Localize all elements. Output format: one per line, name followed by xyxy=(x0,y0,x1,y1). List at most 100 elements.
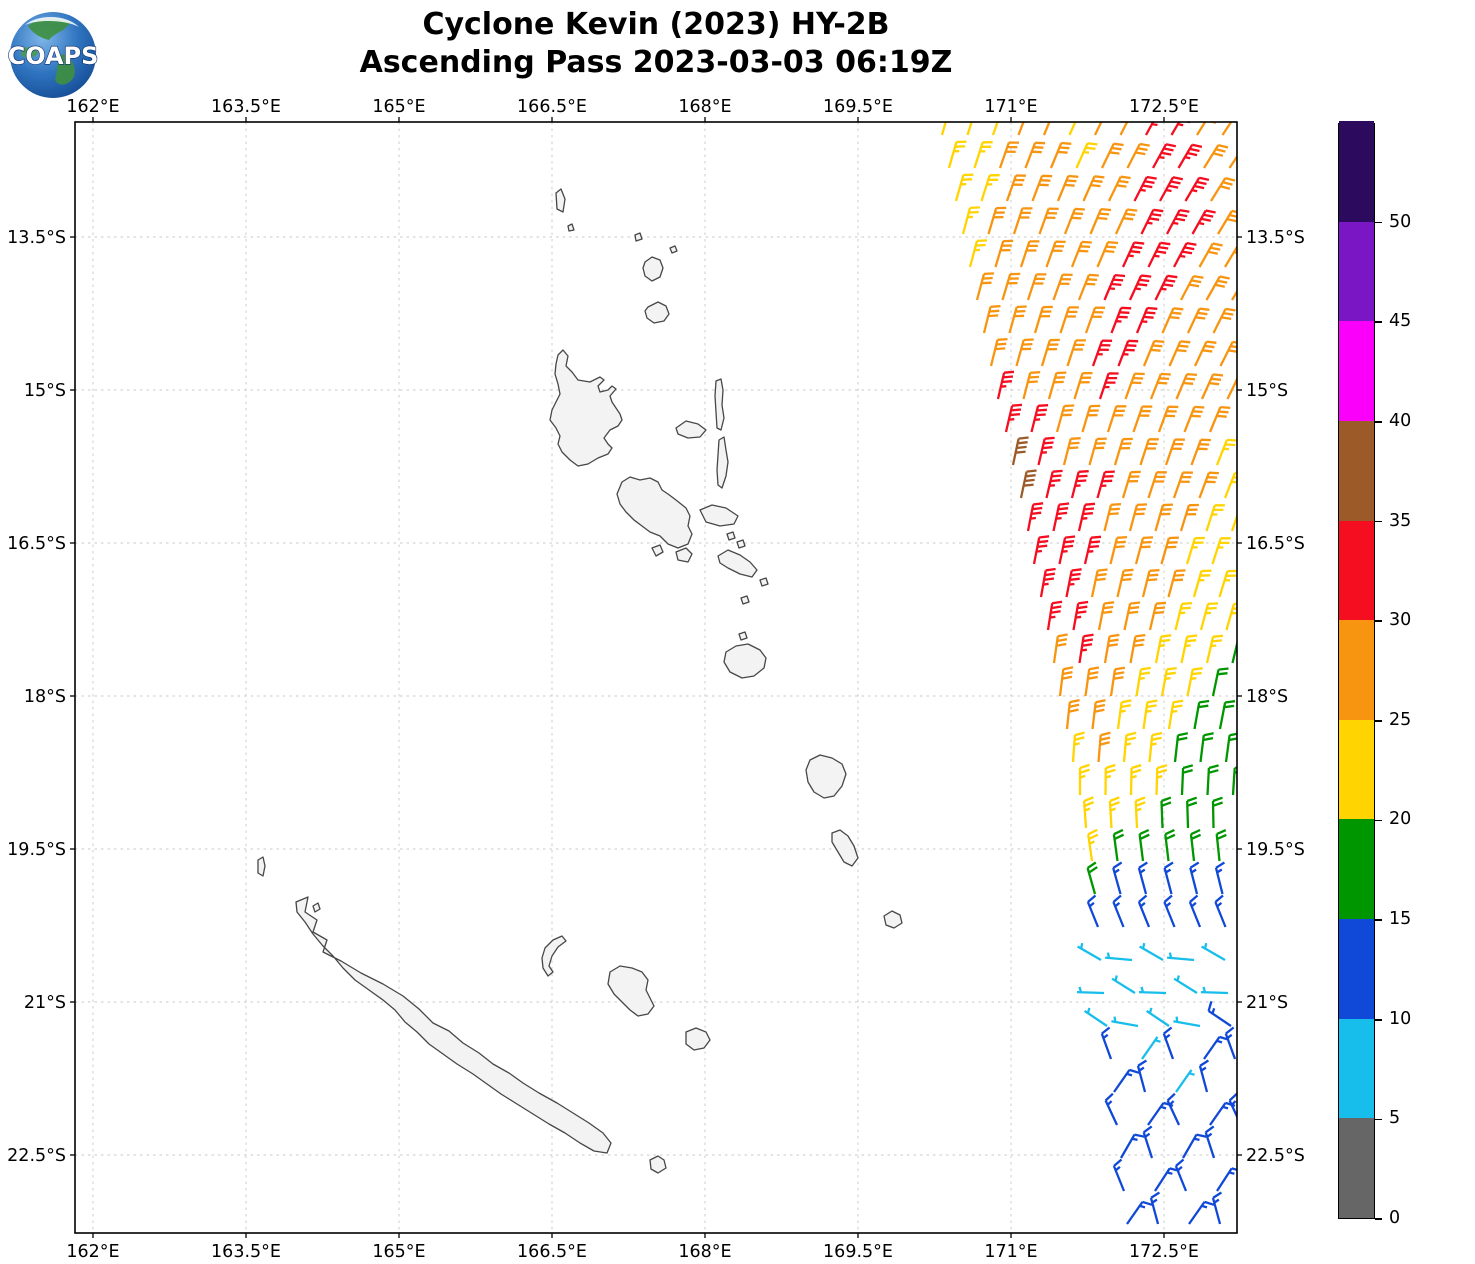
wind-barb xyxy=(1228,154,1237,169)
island-lopevi xyxy=(736,539,746,549)
wind-barb xyxy=(1173,732,1189,763)
island-malakula xyxy=(616,476,693,549)
island-shepherd-islet-2 xyxy=(740,595,750,605)
wind-barb xyxy=(1071,731,1085,763)
axis-tick-label-right: 18°S xyxy=(1246,687,1288,707)
island-banks-islet-2 xyxy=(634,232,643,242)
wind-barb xyxy=(1205,634,1224,664)
wind-barb xyxy=(1198,1059,1210,1093)
colorbar xyxy=(1338,121,1375,1219)
island-mare xyxy=(685,1027,711,1051)
wind-barb xyxy=(1177,143,1203,169)
coaps-globe-icon: COAPS xyxy=(7,12,99,98)
colorbar-tick xyxy=(1375,421,1382,423)
wind-barb xyxy=(1001,272,1021,301)
wind-barb xyxy=(1116,699,1132,730)
wind-barb xyxy=(1052,502,1070,532)
wind-barb xyxy=(1179,503,1199,532)
wind-barb xyxy=(1084,666,1100,697)
grid-lines xyxy=(75,122,1237,1233)
axis-tick-label-left: 18°S xyxy=(24,687,66,707)
wind-barb xyxy=(1038,207,1059,235)
wind-barb xyxy=(1188,1200,1215,1225)
wind-barb xyxy=(1166,1092,1181,1126)
island-vanua-lava xyxy=(642,256,664,282)
wind-barb xyxy=(1147,241,1171,268)
wind-barb xyxy=(947,140,967,169)
wind-barb xyxy=(1135,666,1151,697)
wind-barb xyxy=(1160,666,1177,697)
wind-barb xyxy=(961,206,981,235)
wind-barb xyxy=(1112,894,1125,928)
wind-barb xyxy=(1039,567,1056,598)
wind-barb xyxy=(1138,986,1167,995)
colorbar-segment-25-30 xyxy=(1339,619,1374,720)
wind-barb xyxy=(1137,894,1151,928)
wind-barb xyxy=(1199,602,1219,631)
colorbar-segment-35-40 xyxy=(1339,420,1374,521)
wind-barb xyxy=(1231,289,1237,301)
wind-barb xyxy=(1093,122,1103,136)
wind-barb xyxy=(1185,536,1205,565)
wind-barb xyxy=(996,370,1015,400)
island-lifou xyxy=(607,965,655,1017)
island-banks-islet-1 xyxy=(567,223,575,232)
wind-barb xyxy=(1081,404,1101,433)
axis-tick-label-bottom: 168°E xyxy=(678,1242,731,1262)
axis-ticks xyxy=(70,117,1242,1238)
wind-barb xyxy=(1142,699,1158,730)
wind-barb xyxy=(1062,437,1081,466)
wind-barb xyxy=(1205,275,1230,301)
wind-barb xyxy=(1214,861,1226,895)
wind-barb xyxy=(1059,306,1079,334)
island-banks-islet-3 xyxy=(669,245,678,254)
island-belep xyxy=(257,856,266,877)
colorbar-tick xyxy=(1375,819,1382,822)
wind-barb xyxy=(1193,340,1217,367)
colorbar-segment-40-45 xyxy=(1339,320,1374,421)
wind-barb xyxy=(1144,122,1165,136)
wind-barb xyxy=(1148,731,1163,763)
wind-barb xyxy=(1072,600,1089,631)
wind-barb xyxy=(1154,1167,1180,1192)
wind-barb xyxy=(1104,1092,1119,1126)
wind-barb xyxy=(1189,861,1200,895)
wind-barb xyxy=(1198,242,1223,268)
wind-barb xyxy=(1077,502,1096,532)
axis-tick-label-left: 13.5°S xyxy=(7,228,66,248)
wind-barb xyxy=(1090,568,1108,598)
wind-barb xyxy=(1128,503,1148,532)
wind-barb xyxy=(1239,309,1262,333)
island-aneityum xyxy=(883,910,903,929)
wind-barb xyxy=(1031,174,1053,202)
wind-barb xyxy=(1140,208,1164,235)
wind-barb xyxy=(1047,371,1067,400)
wind-barb xyxy=(1122,731,1137,763)
wind-barb xyxy=(1145,1007,1170,1027)
axis-tick-label-bottom: 165°E xyxy=(372,1242,425,1262)
wind-barb xyxy=(1139,438,1159,466)
island-nc-north-islet xyxy=(312,902,321,913)
wind-barb xyxy=(1134,796,1146,829)
wind-barb xyxy=(1200,373,1224,400)
wind-barb xyxy=(1175,372,1197,400)
colorbar-segment-20-25 xyxy=(1339,719,1374,820)
wind-barb xyxy=(1175,1069,1195,1093)
wind-barb xyxy=(1186,667,1203,697)
wind-barb xyxy=(1210,176,1236,202)
axis-tick-label-left: 19.5°S xyxy=(7,840,66,860)
wind-barb xyxy=(1030,404,1049,433)
wind-barb xyxy=(1141,1036,1161,1060)
wind-barb xyxy=(1106,405,1127,433)
wind-barb xyxy=(1040,338,1060,367)
coaps-logo: COAPS xyxy=(7,10,99,100)
wind-barb xyxy=(1083,535,1102,565)
wind-barb xyxy=(1204,1125,1216,1159)
wind-barb xyxy=(954,173,974,202)
map-frame xyxy=(74,121,1238,1234)
wind-barb xyxy=(1198,471,1219,499)
wind-barb xyxy=(1070,240,1092,268)
axis-tick-label-top: 163.5°E xyxy=(211,97,281,117)
wind-barb xyxy=(1205,504,1225,532)
